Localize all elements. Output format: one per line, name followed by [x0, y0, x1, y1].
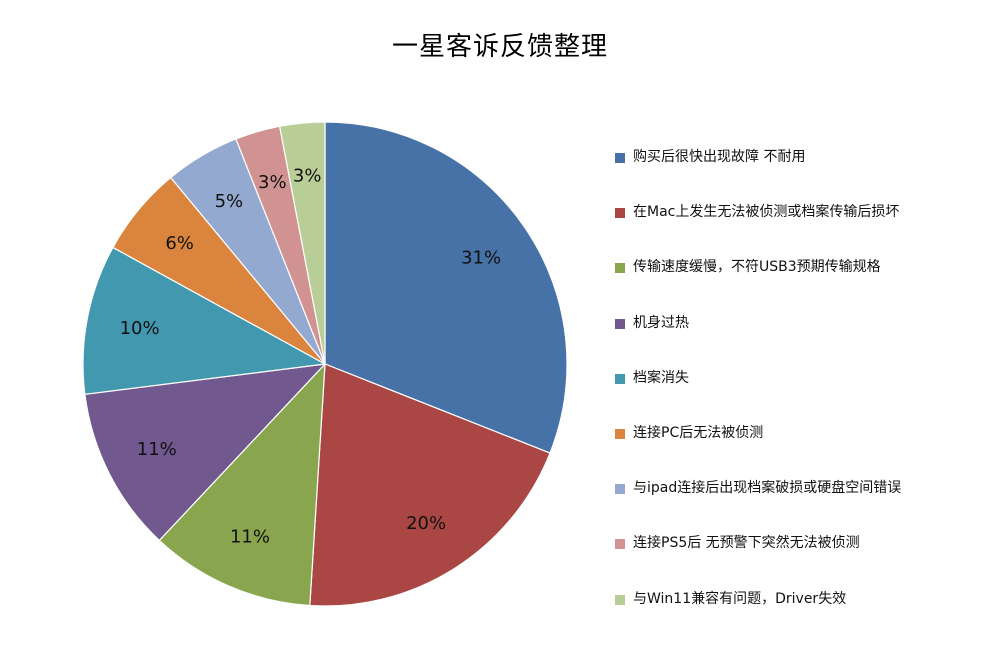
data-label-8: 3%	[258, 172, 287, 193]
legend-label-5: 档案消失	[633, 369, 689, 386]
legend-label-4: 机身过热	[633, 314, 689, 331]
legend-item-3: 传输速度缓慢，不符USB3预期传输规格	[615, 256, 995, 280]
data-label-3: 11%	[230, 527, 270, 548]
legend-item-4: 机身过热	[615, 312, 995, 336]
legend-swatch-3	[615, 263, 625, 274]
data-label-1: 31%	[461, 247, 501, 268]
legend-swatch-1	[615, 153, 625, 163]
pie-slice-9	[278, 121, 326, 365]
legend-label-8: 连接PS5后 无预警下突然无法被侦测	[633, 535, 860, 552]
pie-slice-2	[309, 363, 551, 607]
legend-swatch-7	[615, 484, 625, 495]
legend-swatch-9	[615, 594, 625, 605]
legend-swatch-8	[615, 539, 625, 550]
legend-item-8: 连接PS5后 无预警下突然无法被侦测	[615, 532, 995, 556]
legend-label-2: 在Mac上发生无法被侦测或档案传输后损坏	[633, 204, 900, 221]
chart-title: 一星客诉反馈整理	[391, 32, 608, 62]
legend-label-6: 连接PC后无法被侦测	[633, 425, 764, 441]
data-label-6: 6%	[165, 233, 194, 254]
data-label-2: 20%	[406, 513, 446, 534]
legend-label-3: 传输速度缓慢，不符USB3预期传输规格	[633, 259, 881, 276]
pie-slice-5	[82, 246, 327, 396]
legend-swatch-5	[615, 373, 625, 384]
data-label-5: 10%	[120, 318, 160, 339]
data-label-9: 3%	[293, 166, 322, 187]
pie-slice-1	[324, 121, 568, 454]
legend-label-1: 购买后很快出现故障 不耐用	[633, 149, 806, 165]
legend-item-1: 购买后很快出现故障 不耐用	[615, 146, 995, 170]
legend-label-7: 与ipad连接后出现档案破损或硬盘空间错误	[633, 480, 902, 497]
legend-label-9: 与Win11兼容有问题，Driver失效	[633, 590, 847, 607]
pie-slice-3	[158, 362, 326, 607]
legend-item-5: 档案消失	[615, 367, 995, 391]
legend-item-9: 与Win11兼容有问题，Driver失效	[615, 588, 995, 612]
legend-swatch-6	[615, 429, 625, 439]
pie-slice-4	[84, 363, 327, 542]
legend-swatch-2	[615, 208, 625, 219]
data-label-4: 11%	[137, 439, 177, 460]
data-label-7: 5%	[215, 191, 244, 212]
legend-item-6: 连接PC后无法被侦测	[615, 422, 995, 446]
legend-swatch-4	[615, 318, 625, 329]
legend-item-7: 与ipad连接后出现档案破损或硬盘空间错误	[615, 477, 995, 501]
legend-item-2: 在Mac上发生无法被侦测或档案传输后损坏	[615, 201, 995, 225]
